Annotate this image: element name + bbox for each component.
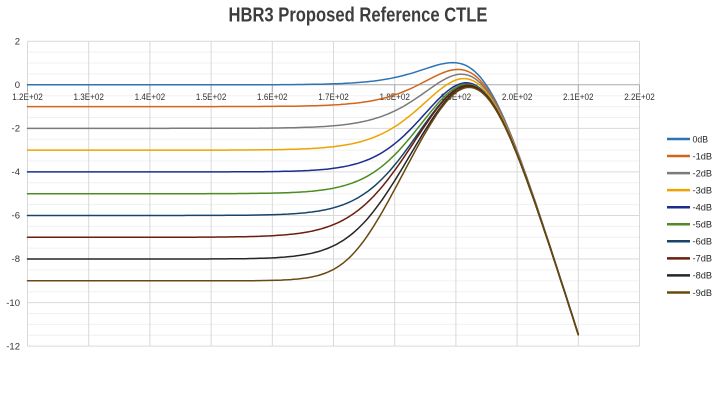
svg-text:-2: -2: [12, 124, 20, 135]
svg-text:HBR3 Proposed Reference CTLE: HBR3 Proposed Reference CTLE: [229, 4, 488, 27]
svg-text:2.0E+02: 2.0E+02: [502, 92, 533, 103]
svg-text:-10: -10: [6, 298, 20, 309]
svg-text:2: 2: [15, 36, 20, 47]
svg-text:-9dB: -9dB: [693, 288, 713, 299]
svg-text:1.2E+02: 1.2E+02: [12, 92, 43, 103]
svg-text:2.2E+02: 2.2E+02: [624, 92, 655, 103]
svg-text:0dB: 0dB: [693, 134, 709, 145]
svg-text:-8dB: -8dB: [693, 271, 713, 282]
svg-text:-4dB: -4dB: [693, 203, 713, 214]
svg-text:-8: -8: [12, 254, 20, 265]
svg-text:1.3E+02: 1.3E+02: [73, 92, 104, 103]
svg-text:2.1E+02: 2.1E+02: [563, 92, 594, 103]
svg-text:-6: -6: [12, 211, 20, 222]
svg-text:-1dB: -1dB: [693, 151, 713, 162]
svg-text:1.7E+02: 1.7E+02: [318, 92, 349, 103]
svg-text:-12: -12: [6, 341, 20, 352]
svg-text:-5dB: -5dB: [693, 220, 713, 231]
svg-text:1.5E+02: 1.5E+02: [196, 92, 227, 103]
svg-text:1.4E+02: 1.4E+02: [135, 92, 166, 103]
svg-text:0: 0: [15, 80, 20, 91]
svg-text:1.6E+02: 1.6E+02: [257, 92, 288, 103]
svg-text:-4: -4: [12, 167, 20, 178]
svg-text:-7dB: -7dB: [693, 254, 713, 265]
svg-text:1.8E+02: 1.8E+02: [379, 92, 410, 103]
svg-text:-3dB: -3dB: [693, 185, 713, 196]
svg-text:1.9E+02: 1.9E+02: [441, 92, 472, 103]
svg-text:-2dB: -2dB: [693, 168, 713, 179]
svg-text:-6dB: -6dB: [693, 237, 713, 248]
